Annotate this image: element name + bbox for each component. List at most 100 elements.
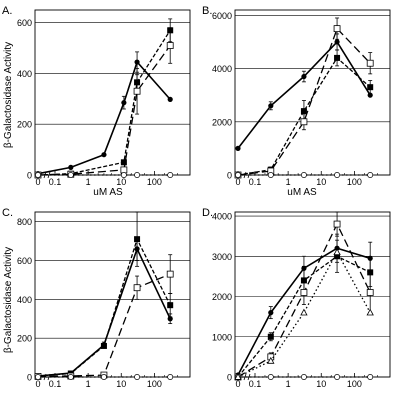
axis-break: [243, 373, 247, 381]
x-tick-label: 100: [347, 379, 362, 389]
y-tick-label: 2000: [212, 292, 232, 302]
x-tick-label: 10: [116, 379, 126, 389]
data-point: [67, 374, 74, 380]
plot-frame: [234, 9, 391, 176]
y-tick-label: 400: [17, 69, 32, 79]
panel-4: D. 0 1000 2000 3000 4000 0 0.1 1 10 100: [202, 207, 391, 389]
y-tick-label: 2000: [212, 117, 232, 127]
data-point: [366, 289, 374, 296]
series-4: [235, 172, 374, 178]
data-point: [268, 103, 274, 109]
x-tick-label: 0: [35, 379, 40, 389]
data-point: [300, 172, 307, 178]
data-point: [334, 172, 341, 178]
data-point: [100, 374, 107, 380]
x-tick-label: 100: [147, 177, 162, 187]
panel-3: C. 0 200 400 600 800 0 0.1 1 10 100: [2, 207, 191, 389]
series-line: [37, 246, 171, 377]
y-tick-label: 600: [17, 256, 32, 266]
data-point: [300, 374, 307, 380]
shared-ylabel-bottom: β-Galactosidase Activity: [3, 247, 14, 353]
data-point: [333, 248, 341, 256]
y-tick-label: 4000: [212, 212, 232, 222]
data-point: [134, 172, 141, 178]
data-point: [35, 172, 41, 178]
series-line: [37, 237, 171, 377]
shared-xlabel-right: uM AS: [287, 187, 317, 198]
y-tick-label: 0: [27, 373, 32, 383]
series-line: [237, 250, 371, 378]
data-point: [167, 374, 174, 380]
y-tick-label: 0: [227, 171, 232, 181]
x-tick-label: 100: [347, 177, 362, 187]
y-tick-label: 200: [17, 120, 32, 130]
y-tick-label: 800: [17, 217, 32, 227]
data-point: [267, 374, 274, 380]
series-4: [35, 172, 174, 178]
data-point: [300, 118, 308, 126]
y-tick-label: 4000: [212, 64, 232, 74]
y-tick-label: 1000: [212, 332, 232, 342]
panel-label: C.: [2, 207, 13, 219]
x-tick-label: 1: [86, 177, 91, 187]
data-point: [234, 372, 242, 380]
x-tick-label: 0.1: [49, 177, 62, 187]
plot-frame: [34, 9, 191, 176]
panel-label: D.: [202, 207, 213, 219]
data-point: [235, 145, 241, 151]
data-point: [333, 220, 341, 228]
series-4: [35, 374, 174, 380]
data-point: [167, 316, 173, 322]
data-point: [166, 42, 174, 49]
y-tick-label: 400: [17, 295, 32, 305]
x-tick-label: 0: [235, 177, 240, 187]
series-5: [234, 248, 374, 380]
series-3: [234, 17, 374, 179]
axis-break: [47, 171, 51, 179]
series-3: [34, 27, 174, 179]
x-tick-label: 0.1: [249, 379, 262, 389]
series-line: [237, 56, 371, 176]
plot-frame: [234, 211, 391, 378]
series-3: [34, 254, 174, 380]
data-point: [366, 308, 374, 316]
data-point: [267, 356, 275, 364]
x-tick-label: 0.1: [249, 177, 262, 187]
data-point: [100, 342, 107, 349]
x-tick-label: 0: [35, 177, 40, 187]
y-tick-label: 3000: [212, 252, 232, 262]
x-tick-label: 1: [86, 379, 91, 389]
data-point: [134, 59, 140, 65]
y-tick-label: 200: [17, 334, 32, 344]
x-tick-label: 10: [316, 177, 326, 187]
data-point: [333, 25, 341, 33]
axis-break: [247, 171, 251, 179]
data-point: [301, 73, 307, 80]
data-point: [120, 166, 128, 174]
x-tick-label: 1: [286, 379, 291, 389]
panel-label: A.: [2, 5, 12, 17]
panel-2: B. 0 2000 4000 6000 0 0.1 1 10 100: [202, 5, 391, 187]
series-line: [237, 40, 371, 149]
data-point: [367, 374, 374, 380]
data-point: [134, 374, 141, 380]
series-line: [37, 273, 171, 378]
shared-ylabel-top: β-Galactosidase Activity: [3, 42, 14, 148]
data-point: [367, 172, 374, 178]
data-point: [120, 159, 127, 166]
data-point: [334, 253, 341, 260]
series-1: [235, 33, 373, 151]
axis-break: [243, 171, 247, 179]
data-point: [101, 152, 107, 158]
series-1: [35, 51, 173, 177]
data-point: [334, 39, 340, 45]
data-point: [120, 172, 127, 178]
y-tick-label: 6000: [212, 11, 232, 21]
data-point: [167, 96, 173, 102]
data-point: [167, 172, 174, 178]
series-line: [237, 27, 371, 176]
data-point: [134, 236, 141, 243]
data-point: [235, 172, 241, 178]
